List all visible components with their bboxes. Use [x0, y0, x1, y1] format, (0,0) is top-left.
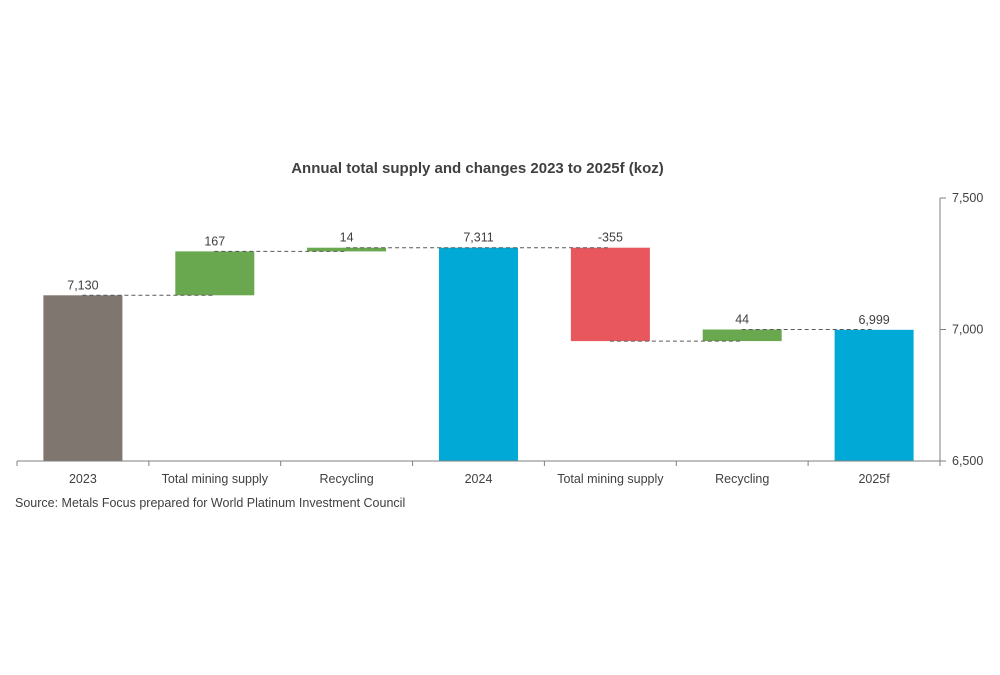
source-note: Source: Metals Focus prepared for World …: [15, 496, 406, 510]
data-label-2: 14: [340, 231, 354, 245]
data-label-5: 44: [735, 313, 749, 327]
y-tick-label-1: 7,000: [952, 323, 983, 337]
bar-1: [175, 251, 255, 296]
category-label-3: 2024: [465, 472, 493, 486]
category-label-6: 2025f: [858, 472, 890, 486]
data-label-0: 7,130: [67, 278, 98, 292]
y-tick-label-2: 7,500: [952, 191, 983, 205]
data-label-4: -355: [598, 231, 623, 245]
y-tick-label-0: 6,500: [952, 454, 983, 468]
bar-3: [439, 247, 518, 461]
category-label-0: 2023: [69, 472, 97, 486]
bar-5: [702, 329, 782, 342]
bar-4: [570, 247, 650, 342]
bar-0: [43, 295, 123, 461]
data-labels-layer: 7,130 167 14 7,311 -355 44 6,999: [67, 231, 890, 327]
data-label-1: 167: [204, 234, 225, 248]
chart-title: Annual total supply and changes 2023 to …: [291, 160, 664, 177]
category-label-2: Recycling: [320, 472, 374, 486]
bar-2: [307, 247, 387, 252]
bars-layer: [43, 247, 914, 461]
axes-layer: 2023 Total mining supply Recycling 2024 Tota…: [16, 191, 983, 486]
data-label-3: 7,311: [463, 231, 493, 245]
bar-6: [834, 329, 914, 461]
data-label-6: 6,999: [858, 313, 889, 327]
category-label-5: Recycling: [715, 472, 769, 486]
category-label-1: Total mining supply: [162, 472, 269, 486]
category-label-4: Total mining supply: [557, 472, 664, 486]
connectors-layer: [82, 247, 874, 342]
